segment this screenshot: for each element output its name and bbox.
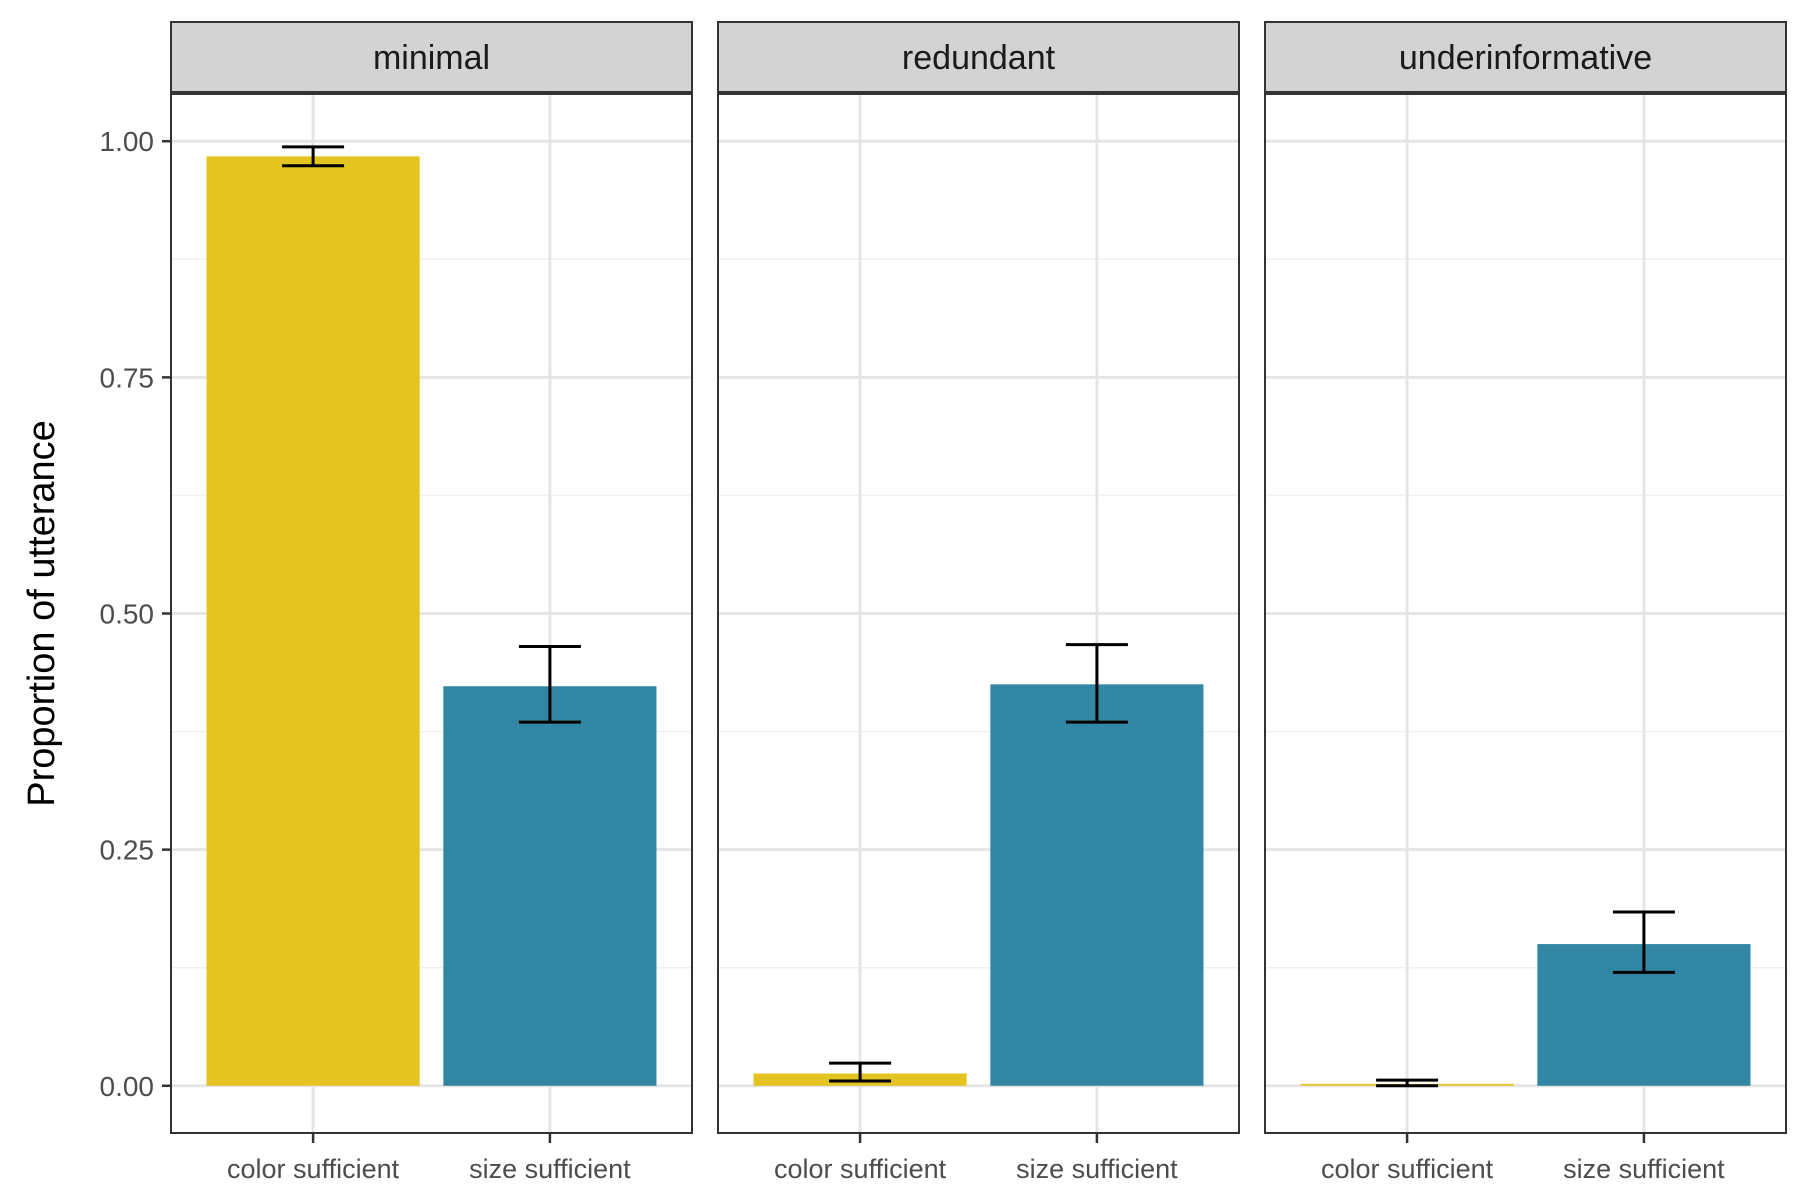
x-tick-label: size sufficient — [1016, 1154, 1178, 1184]
x-tick-label: color sufficient — [227, 1154, 400, 1184]
y-tick-label: 1.00 — [100, 126, 155, 157]
y-tick-label: 0.75 — [100, 362, 155, 393]
error-bar-underinformative-size-sufficient — [1612, 910, 1675, 974]
x-tick-label: size sufficient — [469, 1154, 631, 1184]
facet-title-minimal: minimal — [373, 39, 490, 77]
error-bar-redundant-color-sufficient — [829, 1061, 892, 1083]
panel-border — [170, 93, 693, 1134]
x-tick-label: color sufficient — [774, 1154, 947, 1184]
error-bar-minimal-size-sufficient — [518, 645, 581, 724]
y-axis-title: Proportion of utterance — [21, 420, 63, 807]
facet-strip — [717, 21, 1240, 93]
facet-title-underinformative: underinformative — [1399, 39, 1652, 77]
bar-minimal-color-sufficient — [206, 156, 420, 1086]
y-tick-label: 0.50 — [100, 599, 155, 630]
y-tick-label: 0.00 — [100, 1071, 155, 1102]
error-bar-minimal-color-sufficient — [282, 145, 345, 168]
facet-strip — [170, 21, 693, 93]
x-tick-label: color sufficient — [1321, 1154, 1494, 1184]
facet-strip — [1264, 21, 1787, 93]
x-tick-label: size sufficient — [1563, 1154, 1725, 1184]
bar-redundant-size-sufficient — [990, 684, 1204, 1086]
y-tick-label: 0.25 — [100, 835, 155, 866]
error-bar-redundant-size-sufficient — [1065, 643, 1128, 724]
error-bar-underinformative-color-sufficient — [1376, 1078, 1439, 1088]
bar-minimal-size-sufficient — [443, 686, 657, 1086]
panel-border — [717, 93, 1240, 1134]
facet-title-redundant: redundant — [902, 39, 1056, 77]
panel-border — [1264, 93, 1787, 1134]
